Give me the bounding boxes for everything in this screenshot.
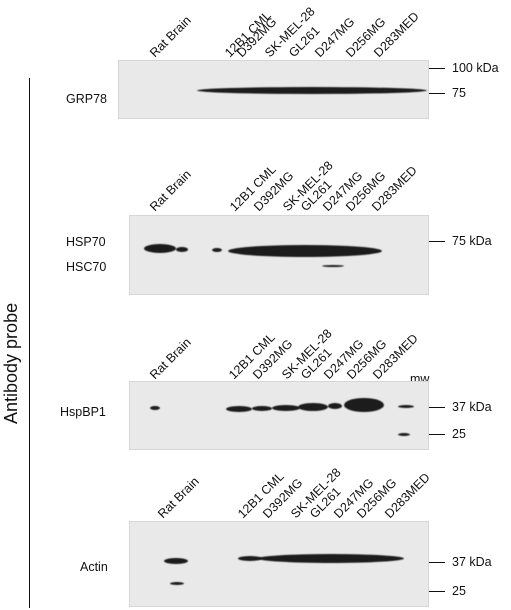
lane-label: Rat Brain bbox=[155, 474, 202, 521]
lane-label: Rat Brain bbox=[147, 13, 194, 60]
probe-label-hsp70: HSP70 bbox=[66, 235, 106, 249]
probe-label: GRP78 bbox=[66, 92, 107, 106]
band bbox=[298, 403, 328, 411]
band bbox=[252, 406, 272, 411]
marker-tick bbox=[429, 241, 445, 242]
band bbox=[197, 87, 427, 94]
band bbox=[176, 247, 188, 252]
band bbox=[144, 244, 176, 253]
band bbox=[212, 248, 222, 252]
marker-label: 75 kDa bbox=[452, 234, 492, 248]
marker-tick bbox=[429, 434, 445, 435]
probe-label-hsc70: HSC70 bbox=[66, 260, 107, 274]
band bbox=[344, 398, 384, 412]
marker-label: 100 kDa bbox=[452, 61, 499, 75]
lane-label: Rat Brain bbox=[147, 167, 194, 214]
band bbox=[228, 245, 382, 257]
lane-label: Rat Brain bbox=[147, 335, 194, 382]
band bbox=[272, 405, 300, 411]
band bbox=[238, 556, 262, 561]
band bbox=[170, 582, 184, 585]
blot-hspbp1 bbox=[129, 381, 429, 450]
y-axis-line bbox=[29, 78, 30, 608]
blot-grp78 bbox=[118, 60, 429, 119]
probe-label: Actin bbox=[80, 560, 108, 574]
band bbox=[398, 433, 410, 436]
marker-tick bbox=[429, 93, 445, 94]
marker-tick bbox=[429, 562, 445, 563]
y-axis-title: Antibody probe bbox=[1, 302, 21, 424]
blot-hsp70 bbox=[129, 215, 429, 295]
blot-actin bbox=[129, 521, 429, 607]
marker-label: 75 bbox=[452, 86, 466, 100]
band bbox=[226, 406, 252, 412]
band bbox=[150, 406, 160, 410]
marker-label: 25 bbox=[452, 584, 466, 598]
marker-label: 25 bbox=[452, 427, 466, 441]
band bbox=[164, 558, 188, 564]
band bbox=[322, 265, 344, 267]
band bbox=[398, 405, 414, 408]
probe-label: HspBP1 bbox=[60, 405, 106, 419]
band bbox=[328, 403, 342, 409]
marker-tick bbox=[429, 68, 445, 69]
marker-label: 37 kDa bbox=[452, 400, 492, 414]
marker-tick bbox=[429, 591, 445, 592]
band bbox=[258, 554, 404, 563]
marker-label: 37 kDa bbox=[452, 555, 492, 569]
marker-tick bbox=[429, 407, 445, 408]
